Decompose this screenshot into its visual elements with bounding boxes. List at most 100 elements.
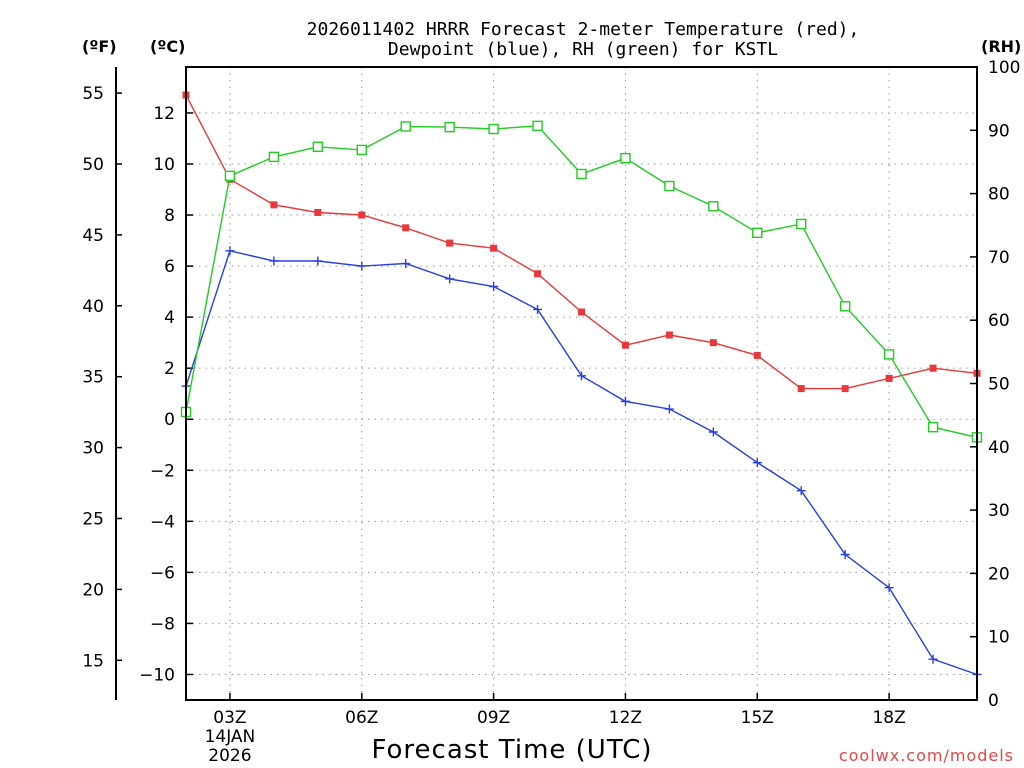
2-meter-temperature-point bbox=[929, 364, 937, 372]
rh-point bbox=[400, 121, 411, 132]
2-meter-temperature-point bbox=[358, 211, 366, 219]
rh-point bbox=[796, 218, 807, 230]
year-label: 2026 bbox=[208, 746, 251, 766]
fahrenheit-tick-label: 55 bbox=[82, 84, 104, 104]
chart-title-line2: Dewpoint (blue), RH (green) for KSTL bbox=[388, 39, 778, 60]
time-tick-label: 12Z bbox=[609, 708, 642, 728]
2-meter-temperature-line bbox=[185, 94, 978, 390]
rh-point bbox=[839, 301, 851, 312]
2-meter-temperature-point bbox=[665, 331, 673, 339]
rh-point bbox=[576, 168, 587, 180]
2-meter-temperature-point bbox=[709, 339, 717, 347]
credit-label: coolwx.com/models bbox=[839, 746, 1014, 765]
dewpoint-point bbox=[708, 427, 718, 437]
fahrenheit-tick-label: 30 bbox=[82, 439, 104, 459]
rh-point bbox=[532, 120, 543, 132]
rh-point bbox=[708, 201, 719, 212]
fahrenheit-tick-label: 25 bbox=[82, 509, 104, 529]
dewpoint-point bbox=[269, 256, 279, 266]
2-meter-temperature-point bbox=[402, 224, 410, 232]
celsius-tick-label: 0 bbox=[164, 410, 175, 430]
celsius-tick-label: −4 bbox=[150, 512, 175, 532]
celsius-axis: 12 10 8 6 4 2 0 −2 −4 −6 −8 −10 bbox=[139, 104, 193, 685]
dewpoint-point bbox=[796, 486, 806, 496]
plot-frame bbox=[185, 66, 978, 701]
rh-tick-label: 0 bbox=[988, 691, 999, 711]
rh-point bbox=[224, 170, 236, 182]
fahrenheit-tick-label: 45 bbox=[82, 226, 104, 246]
celsius-tick-label: −10 bbox=[139, 665, 175, 685]
x-axis-label: Forecast Time (UTC) bbox=[371, 735, 652, 765]
time-tick-label: 06Z bbox=[345, 708, 378, 728]
time-tick-label: 09Z bbox=[477, 708, 510, 728]
dewpoint-point bbox=[620, 396, 630, 406]
rh-point bbox=[883, 349, 895, 360]
fahrenheit-tick-label: 35 bbox=[82, 368, 104, 388]
dewpoint-point bbox=[225, 246, 235, 256]
date-label: 14JAN bbox=[205, 727, 256, 747]
rh-tick-label: 60 bbox=[988, 311, 1010, 331]
time-tick-label: 03Z bbox=[213, 708, 246, 728]
2-meter-temperature-point bbox=[797, 385, 805, 393]
dewpoint-point bbox=[401, 259, 411, 269]
rh-tick-label: 80 bbox=[988, 185, 1010, 205]
rh-point bbox=[356, 144, 367, 156]
rh-tick-label: 70 bbox=[988, 248, 1010, 268]
fahrenheit-axis: 55 50 45 40 35 30 25 20 15 bbox=[82, 84, 122, 671]
2-meter-temperature-point bbox=[753, 351, 761, 359]
fahrenheit-tick-label: 15 bbox=[82, 651, 104, 671]
2-meter-temperature-point bbox=[578, 308, 585, 316]
rh-point bbox=[488, 123, 499, 135]
fahrenheit-tick-label: 20 bbox=[82, 580, 104, 600]
2-meter-temperature-point bbox=[885, 374, 893, 382]
celsius-tick-label: −6 bbox=[150, 563, 175, 583]
fahrenheit-tick-label: 50 bbox=[82, 155, 104, 175]
dewpoint-point bbox=[445, 274, 455, 284]
rh-point bbox=[752, 227, 763, 239]
dewpoint-point bbox=[577, 371, 586, 381]
2-meter-temperature-point bbox=[314, 208, 322, 216]
dewpoint-point bbox=[840, 550, 850, 560]
2-meter-temperature-point bbox=[534, 270, 542, 278]
rh-unit-label: (RH) bbox=[981, 37, 1021, 56]
celsius-tick-label: 2 bbox=[164, 359, 175, 379]
celsius-tick-label: −8 bbox=[150, 614, 175, 634]
celsius-unit-label: (ºC) bbox=[150, 37, 185, 56]
rh-tick-label: 20 bbox=[988, 564, 1010, 584]
rh-tick-label: 50 bbox=[988, 375, 1010, 395]
fahrenheit-unit-label: (ºF) bbox=[82, 37, 117, 56]
chart-title-line1: 2026011402 HRRR Forecast 2-meter Tempera… bbox=[307, 19, 860, 40]
dewpoint-point bbox=[313, 256, 323, 266]
dewpoint-point bbox=[884, 583, 894, 593]
fahrenheit-tick-label: 40 bbox=[82, 297, 104, 317]
2-meter-temperature-point bbox=[490, 244, 498, 252]
2-meter-temperature-point bbox=[841, 385, 849, 393]
celsius-tick-label: 6 bbox=[164, 257, 175, 277]
2-meter-temperature-point bbox=[446, 239, 454, 247]
celsius-tick-label: 4 bbox=[164, 308, 175, 328]
celsius-tick-label: 12 bbox=[153, 104, 175, 124]
dewpoint-point bbox=[533, 304, 543, 314]
dewpoint-point bbox=[752, 458, 762, 468]
rh-point bbox=[927, 421, 939, 433]
rh-tick-label: 30 bbox=[988, 501, 1010, 521]
celsius-tick-label: −2 bbox=[150, 461, 175, 481]
rh-tick-label: 90 bbox=[988, 121, 1010, 141]
rh-tick-label: 100 bbox=[988, 58, 1020, 78]
dewpoint-point bbox=[357, 261, 367, 271]
dewpoint-point bbox=[928, 654, 938, 664]
dewpoint-point bbox=[489, 282, 499, 292]
dewpoint-point bbox=[664, 404, 674, 414]
grid-lines bbox=[186, 67, 977, 700]
rh-point bbox=[312, 141, 324, 152]
rh-point bbox=[444, 121, 455, 133]
rh-tick-label: 40 bbox=[988, 438, 1010, 458]
rh-point bbox=[620, 152, 631, 164]
rh-tick-label: 10 bbox=[988, 628, 1010, 648]
rh-point bbox=[664, 180, 675, 192]
rh-axis: 0 10 20 30 40 50 60 70 80 90 100 bbox=[970, 58, 1020, 711]
rh-point bbox=[268, 151, 280, 163]
2-meter-temperature-point bbox=[621, 341, 629, 349]
